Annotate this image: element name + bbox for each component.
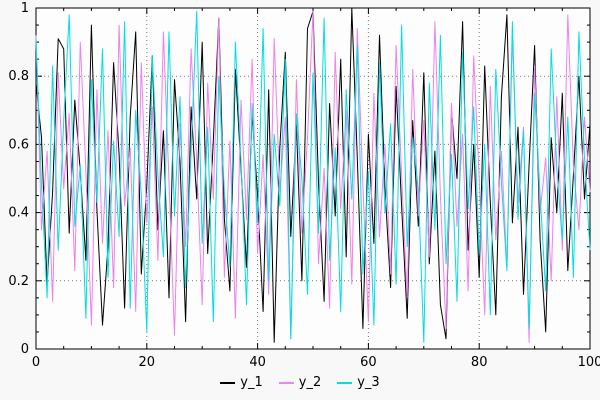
x-tick-label: 80: [471, 355, 488, 370]
plot-border: [35, 7, 591, 350]
chart-legend: y_1 y_2 y_3: [0, 375, 600, 390]
x-tick-label: 60: [360, 355, 377, 370]
legend-line-y2: [278, 381, 294, 384]
x-tick-label: 20: [139, 355, 156, 370]
y-tick-label: 0.6: [8, 137, 29, 152]
legend-item-y1: y_1: [220, 375, 263, 390]
y-tick-label: 0.4: [8, 206, 29, 221]
plot-area: [36, 8, 590, 349]
x-tick-label: 40: [249, 355, 266, 370]
y-tick-label: 0.2: [8, 274, 29, 289]
legend-label-y2: y_2: [298, 375, 322, 390]
x-tick-label: 100: [578, 355, 600, 370]
legend-label-y3: y_3: [357, 375, 380, 390]
legend-line-y1: [220, 381, 236, 384]
series-line-y_3: [35, 10, 591, 343]
legend-item-y2: y_2: [278, 375, 322, 390]
y-tick-label: 0: [21, 342, 29, 357]
y-tick-label: 1: [21, 1, 29, 16]
series-line-y_2: [35, 10, 591, 343]
y-tick-label: 0.8: [8, 69, 29, 84]
legend-item-y3: y_3: [337, 375, 380, 390]
x-tick-label: 0: [32, 355, 40, 370]
legend-label-y1: y_1: [240, 375, 263, 390]
legend-line-y3: [337, 381, 353, 384]
